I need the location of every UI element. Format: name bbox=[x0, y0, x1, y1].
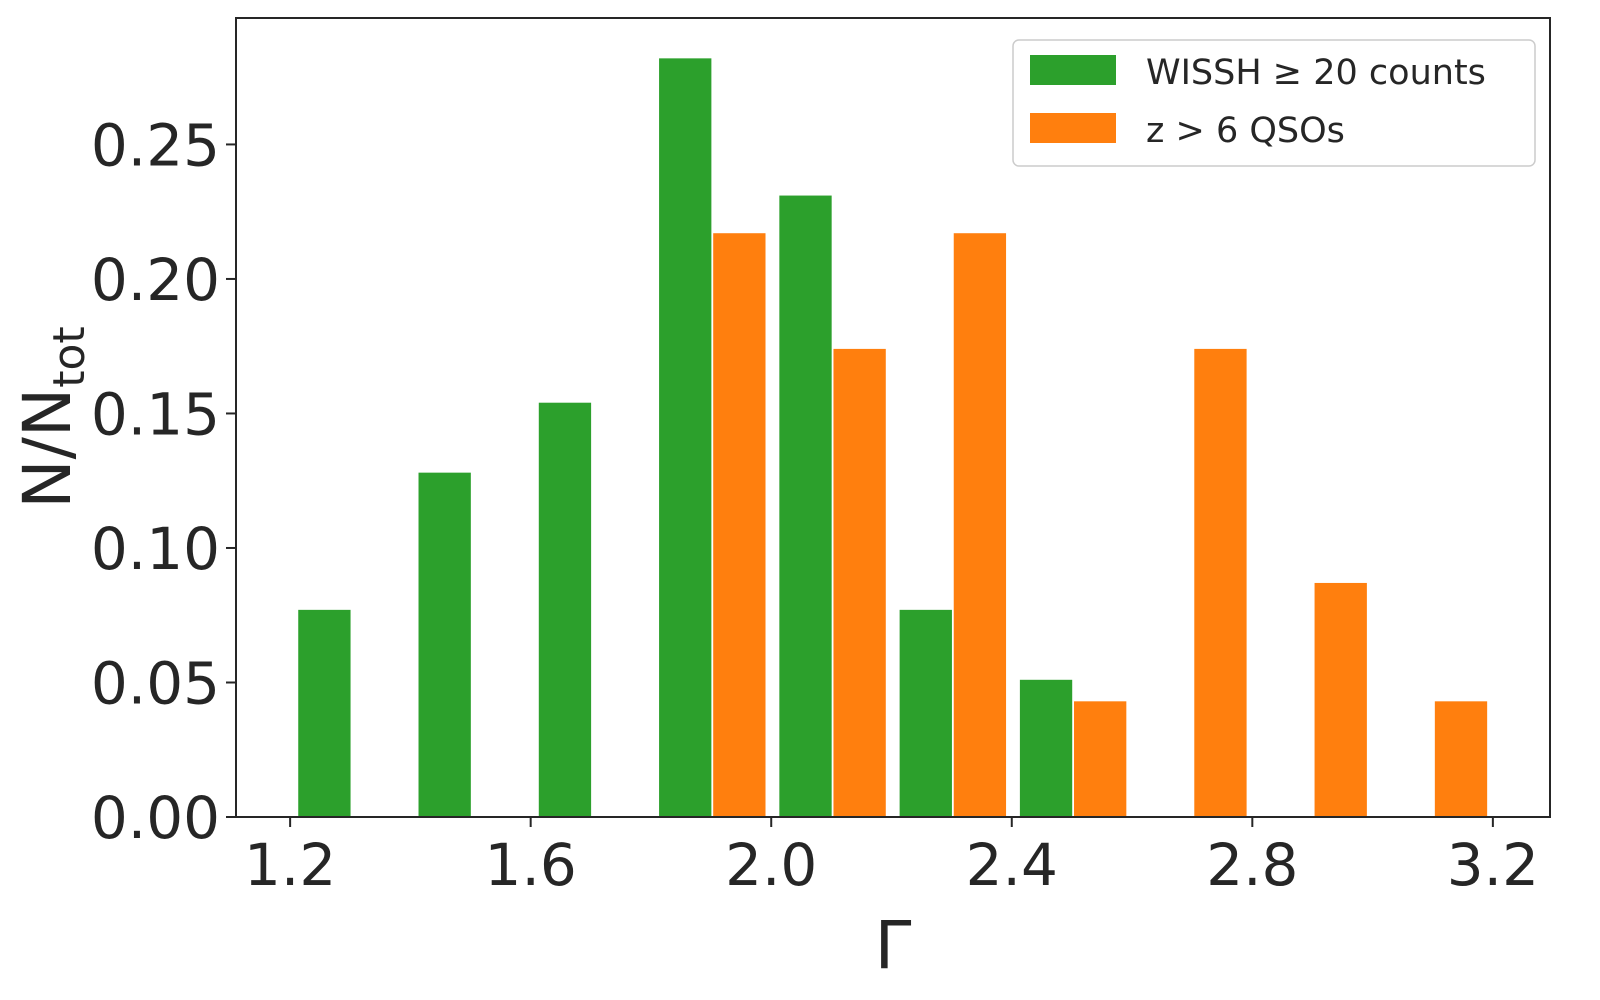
x-tick-label: 2.0 bbox=[725, 831, 817, 899]
y-axis-title-main: N/N bbox=[9, 388, 86, 509]
y-tick-label: 0.25 bbox=[91, 111, 220, 179]
bar-series-0-bin-5 bbox=[899, 609, 952, 817]
y-tick-label: 0.05 bbox=[91, 649, 220, 717]
bar-series-0-bin-4 bbox=[779, 195, 832, 818]
x-tick-label: 1.6 bbox=[485, 831, 577, 899]
y-tick-label: 0.10 bbox=[91, 515, 220, 583]
y-tick-label: 0.15 bbox=[91, 380, 220, 448]
legend-label-qso: z > 6 QSOs bbox=[1146, 111, 1345, 151]
x-tick-label: 3.2 bbox=[1447, 831, 1539, 899]
bar-series-0-bin-3 bbox=[659, 58, 712, 818]
legend-box bbox=[1012, 39, 1536, 167]
bar-series-1-bin-2 bbox=[953, 233, 1007, 817]
plot-frame bbox=[235, 17, 1551, 818]
bar-series-0-bin-6 bbox=[1019, 679, 1073, 817]
bar-series-1-bin-5 bbox=[1314, 582, 1367, 817]
x-tick-label: 2.4 bbox=[966, 831, 1058, 899]
y-tick-label: 0.20 bbox=[91, 246, 220, 314]
legend: WISSH ≥ 20 counts z > 6 QSOs bbox=[1012, 39, 1536, 167]
bar-series-0-bin-2 bbox=[538, 402, 592, 817]
x-tick-label: 2.8 bbox=[1206, 831, 1298, 899]
bar-series-1-bin-3 bbox=[1074, 701, 1127, 817]
x-axis: 1.2 1.6 2.0 2.4 2.8 3.2 bbox=[244, 817, 1539, 899]
y-tick-label: 0.00 bbox=[91, 784, 220, 852]
legend-swatch-wissh bbox=[1030, 55, 1116, 85]
bar-series-1-bin-4 bbox=[1194, 348, 1247, 817]
legend-swatch-qso bbox=[1030, 113, 1116, 143]
y-axis-title-subscript: tot bbox=[44, 326, 95, 387]
y-axis: 0.00 0.05 0.10 0.15 0.20 0.25 bbox=[91, 111, 236, 852]
x-axis-title: Γ bbox=[875, 907, 912, 984]
bar-series-1-bin-1 bbox=[833, 348, 886, 817]
bar-series-0-bin-1 bbox=[418, 472, 471, 817]
y-axis-title: N/Ntot bbox=[9, 326, 95, 508]
bar-series-0-bin-0 bbox=[298, 609, 351, 817]
legend-label-wissh: WISSH ≥ 20 counts bbox=[1146, 53, 1486, 93]
bar-series-1-bin-6 bbox=[1434, 701, 1488, 817]
x-tick-label: 1.2 bbox=[244, 831, 336, 899]
bars-layer bbox=[298, 58, 1488, 818]
bar-series-1-bin-0 bbox=[713, 233, 766, 817]
